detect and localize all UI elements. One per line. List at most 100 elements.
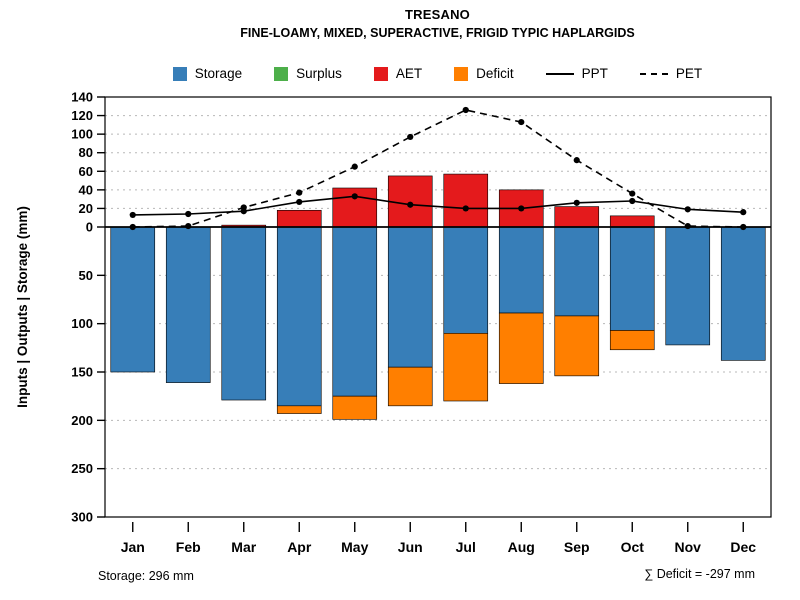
pet-point <box>462 106 469 114</box>
pet-point <box>351 163 358 170</box>
pet-point <box>684 222 691 230</box>
pet-line <box>132 109 744 228</box>
storage-bar <box>110 226 156 373</box>
month-label: Aug <box>508 539 535 555</box>
plot-box <box>104 96 772 518</box>
storage-bar <box>498 226 544 314</box>
deficit-swatch <box>454 66 469 81</box>
month-label: Jan <box>121 539 145 555</box>
page-title: TRESANO <box>405 7 470 22</box>
aet-bar <box>443 173 489 228</box>
y-tick-label: 60 <box>79 164 93 179</box>
title-block: TRESANO FINE-LOAMY, MIXED, SUPERACTIVE, … <box>105 7 770 40</box>
pet-point <box>296 189 303 196</box>
month-label: Apr <box>287 539 312 555</box>
y-axis-title: Inputs | Outputs | Storage (mm) <box>15 206 30 408</box>
surplus-swatch <box>274 66 289 81</box>
storage-bar <box>276 226 322 407</box>
deficit-bar <box>387 366 433 407</box>
storage-bar <box>443 226 489 334</box>
ppt-line-sample <box>545 72 574 75</box>
storage-bar <box>165 226 211 383</box>
aet-bar <box>276 209 322 228</box>
deficit-bar <box>554 315 600 377</box>
legend-item-aet: AET <box>373 66 423 81</box>
ppt-point <box>296 198 303 206</box>
storage-bar <box>609 226 655 331</box>
deficit-bar <box>443 333 489 402</box>
legend-label: Surplus <box>296 66 342 81</box>
ppt-point <box>129 211 136 219</box>
legend-label: AET <box>395 66 423 81</box>
ppt-point <box>573 199 580 206</box>
legend-label: PET <box>675 66 703 81</box>
ppt-line <box>132 195 744 216</box>
legend-item-pet: PET <box>639 66 703 81</box>
month-label: Jun <box>398 539 423 555</box>
legend-label: Storage <box>194 66 243 81</box>
pet-point <box>740 223 747 231</box>
legend-item-ppt: PPT <box>545 66 608 81</box>
ppt-point <box>629 197 636 205</box>
y-tick-label: 50 <box>79 268 93 283</box>
ppt-point <box>518 205 525 212</box>
y-tick-label: 150 <box>71 365 93 380</box>
month-label: Feb <box>176 539 201 555</box>
legend-item-storage: Storage <box>172 66 243 81</box>
legend-label: PPT <box>581 66 608 81</box>
deficit-bar <box>276 405 322 414</box>
month-label: Oct <box>621 539 645 555</box>
y-tick-label: 140 <box>71 90 93 105</box>
climate-lines <box>129 106 747 231</box>
y-axis: 0 20 40 60 80 100 120 140 50 100 150 200 250 300 <box>71 90 105 525</box>
pet-point <box>518 118 525 126</box>
pet-point <box>407 133 414 141</box>
deficit-bar <box>332 395 378 420</box>
aet-bar <box>332 187 378 228</box>
deficit-bar <box>498 312 544 384</box>
storage-swatch <box>172 66 187 81</box>
deficit-sum-annotation: ∑ Deficit = -297 mm <box>644 567 755 581</box>
month-label: Nov <box>675 539 702 555</box>
month-label: May <box>341 539 368 555</box>
ppt-point <box>684 206 691 213</box>
pet-point <box>573 157 580 164</box>
legend-label: Deficit <box>476 66 514 81</box>
legend-item-surplus: Surplus <box>274 66 342 81</box>
y-tick-label: 80 <box>79 145 93 160</box>
pet-point <box>629 190 636 197</box>
y-tick-label: 40 <box>79 182 93 197</box>
month-label: Sep <box>564 539 590 555</box>
deficit-bar <box>609 330 655 351</box>
month-label: Dec <box>730 539 756 555</box>
page-subtitle: FINE-LOAMY, MIXED, SUPERACTIVE, FRIGID T… <box>240 26 635 40</box>
y-tick-label: 300 <box>71 510 93 525</box>
ppt-point <box>462 205 469 212</box>
x-axis: Jan Feb Mar Apr May Jun Jul Aug Sep Oct Nov Dec <box>121 522 756 555</box>
storage-bar <box>221 226 267 401</box>
storage-bar <box>332 226 378 397</box>
legend-item-deficit: Deficit <box>454 66 514 81</box>
ppt-point <box>351 193 358 200</box>
ppt-point <box>240 208 247 215</box>
ppt-point <box>740 209 747 216</box>
aet-bar <box>609 215 655 228</box>
month-label: Mar <box>231 539 256 555</box>
ppt-point <box>185 210 192 218</box>
aet-bar <box>554 206 600 228</box>
storage-bar <box>665 226 711 346</box>
storage-annotation: Storage: 296 mm <box>98 569 194 583</box>
pet-point <box>185 222 192 230</box>
pet-line-sample <box>639 72 668 75</box>
y-tick-label: 250 <box>71 461 93 476</box>
bars <box>110 173 766 420</box>
ppt-point <box>407 201 414 208</box>
storage-bar <box>720 226 766 361</box>
month-label: Jul <box>456 539 476 555</box>
pet-point <box>129 223 136 231</box>
y-tick-label: 0 <box>86 220 93 235</box>
storage-bar <box>554 226 600 317</box>
legend: Storage Surplus AET Deficit PPT PET <box>105 66 770 81</box>
